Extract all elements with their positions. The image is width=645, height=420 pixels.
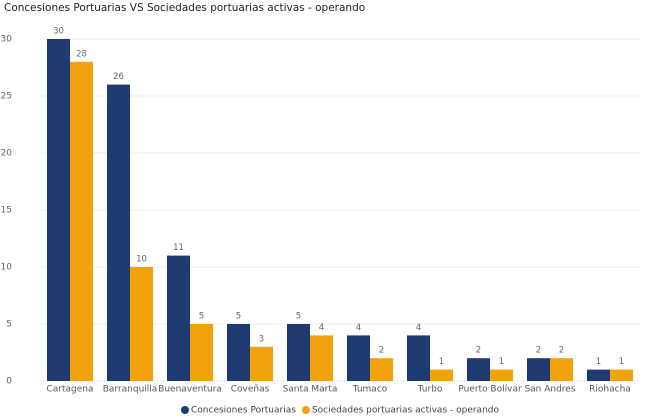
- value-label: 30: [53, 27, 64, 37]
- value-label: 4: [356, 323, 361, 333]
- value-label: 1: [596, 357, 601, 367]
- value-label: 28: [76, 49, 87, 59]
- bar: [287, 324, 310, 381]
- bar: [130, 267, 153, 381]
- y-tick-label: 10: [1, 263, 13, 273]
- value-label: 11: [173, 243, 184, 253]
- bar: [407, 335, 430, 381]
- bar: [347, 335, 370, 381]
- bar: [467, 358, 490, 381]
- x-tick-label: Coveñas: [231, 385, 270, 395]
- legend-marker: [301, 406, 310, 414]
- y-tick-label: 15: [1, 206, 12, 216]
- x-tick-label: Buenaventura: [158, 385, 222, 395]
- value-label: 2: [476, 346, 481, 356]
- bar: [430, 369, 453, 381]
- bar: [227, 324, 250, 381]
- x-tick-label: San Andres: [524, 385, 575, 395]
- value-label: 26: [113, 72, 124, 82]
- bar: [47, 39, 70, 381]
- value-label: 2: [559, 346, 564, 356]
- value-label: 4: [319, 323, 324, 333]
- value-label: 1: [619, 357, 624, 367]
- x-tick-label: Riohacha: [589, 385, 631, 395]
- value-label: 5: [236, 312, 241, 322]
- value-label: 10: [136, 255, 147, 265]
- bar: [587, 369, 610, 381]
- legend-marker: [181, 406, 189, 414]
- value-label: 5: [199, 312, 204, 322]
- x-tick-label: Cartagena: [46, 385, 93, 395]
- bar: [370, 358, 393, 381]
- x-tick-label: Santa Marta: [283, 385, 338, 395]
- bar: [527, 358, 550, 381]
- legend-label: Sociedades portuarias activas - operando: [312, 406, 500, 416]
- y-tick-label: 20: [1, 149, 13, 159]
- value-label: 4: [416, 323, 421, 333]
- x-tick-label: Tumaco: [352, 385, 388, 395]
- x-tick-label: Puerto Bolívar: [458, 385, 522, 395]
- value-label: 1: [499, 357, 504, 367]
- bar: [310, 335, 333, 381]
- bar: [190, 324, 213, 381]
- x-tick-label: Turbo: [417, 385, 443, 395]
- bar: [490, 369, 513, 381]
- value-label: 2: [379, 346, 384, 356]
- bar: [550, 358, 573, 381]
- legend-label: Concesiones Portuarias: [191, 406, 296, 416]
- y-tick-label: 25: [1, 92, 12, 102]
- bar: [250, 346, 273, 381]
- bar: [610, 369, 633, 381]
- x-tick-label: Barranquilla: [103, 385, 158, 395]
- y-tick-label: 30: [1, 35, 13, 45]
- value-label: 1: [439, 357, 444, 367]
- bar: [70, 61, 93, 382]
- chart-title: Concesiones Portuarias VS Sociedades por…: [4, 2, 365, 14]
- value-label: 5: [296, 312, 301, 322]
- value-label: 2: [536, 346, 541, 356]
- y-tick-label: 5: [6, 320, 12, 330]
- y-tick-label: 0: [6, 377, 12, 387]
- bar: [167, 255, 190, 381]
- bar: [107, 84, 130, 381]
- value-label: 3: [259, 334, 264, 344]
